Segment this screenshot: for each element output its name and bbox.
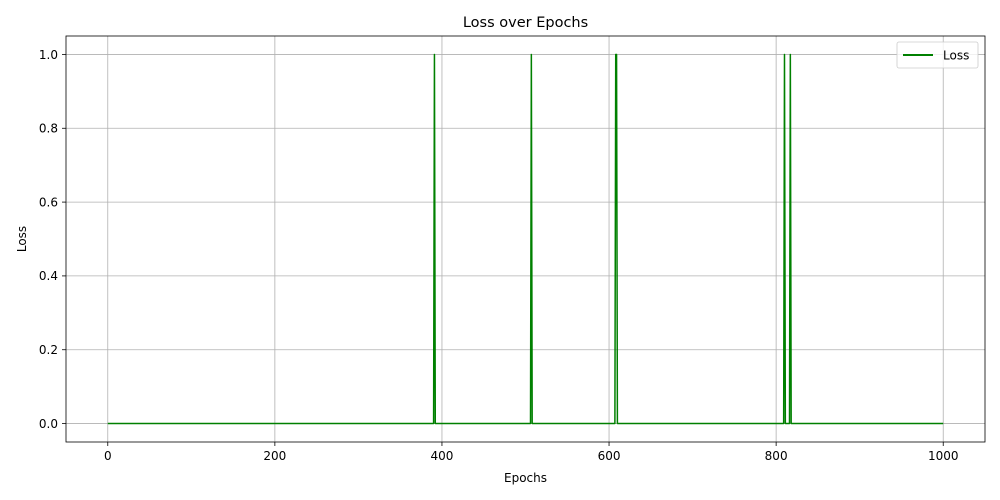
y-tick-label: 0.0 <box>39 417 58 431</box>
x-tick-label: 800 <box>765 449 788 463</box>
y-tick-label: 0.4 <box>39 269 58 283</box>
series-lines <box>107 53 944 425</box>
x-axis-ticks: 0 200 400 600 800 1000 <box>104 442 959 463</box>
legend: Loss <box>896 41 979 69</box>
legend-label: Loss <box>943 49 969 63</box>
loss-series-line <box>107 53 944 425</box>
plot-frame <box>65 35 986 443</box>
y-tick-label: 0.2 <box>39 343 58 357</box>
y-tick-label: 0.8 <box>39 122 58 136</box>
x-axis-title: Epochs <box>504 471 547 485</box>
legend-box <box>896 41 979 69</box>
x-tick-label: 1000 <box>928 449 959 463</box>
x-tick-label: 600 <box>598 449 621 463</box>
x-tick-label: 0 <box>104 449 112 463</box>
y-axis-title: Loss <box>15 226 29 252</box>
x-tick-label: 200 <box>263 449 286 463</box>
x-tick-label: 400 <box>431 449 454 463</box>
y-tick-label: 0.6 <box>39 195 58 209</box>
y-tick-label: 1.0 <box>39 48 58 62</box>
y-axis-ticks: 0.0 0.2 0.4 0.6 0.8 1.0 <box>39 48 66 431</box>
chart-title: Loss over Epochs <box>463 15 588 31</box>
